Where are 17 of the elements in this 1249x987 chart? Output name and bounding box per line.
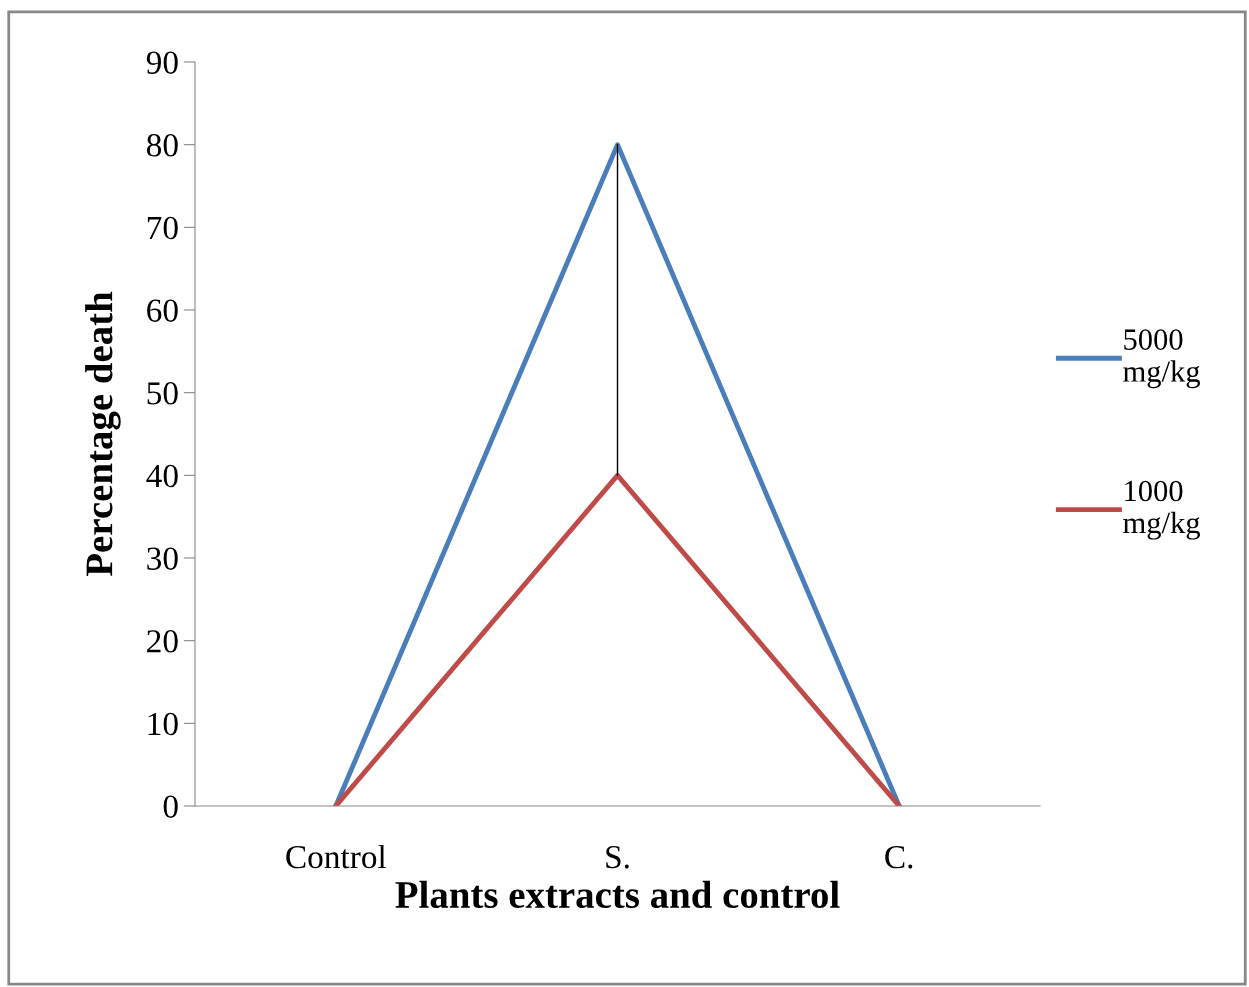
legend-label: 5000 mg/kg <box>1123 329 1201 389</box>
y-tick-label: 40 <box>146 464 178 488</box>
x-tick-label: Control <box>286 844 387 869</box>
legend-label: 1000 mg/kg <box>1123 480 1201 540</box>
y-tick-label: 30 <box>147 547 178 570</box>
y-axis-title: Percentage death <box>85 291 121 577</box>
x-tick-label: C. <box>885 845 913 869</box>
y-tick-label: 20 <box>147 630 178 653</box>
y-tick-label: 60 <box>147 299 178 322</box>
y-tick-label: 10 <box>148 712 178 736</box>
y-tick-label: 0 <box>163 795 178 818</box>
x-tick-label: S. <box>606 845 629 869</box>
y-tick-label: 70 <box>147 216 178 240</box>
y-tick-label: 80 <box>146 134 178 157</box>
x-axis-title: Plants extracts and control <box>395 880 840 909</box>
y-tick-label: 50 <box>147 382 178 405</box>
y-tick-label: 90 <box>146 51 178 74</box>
